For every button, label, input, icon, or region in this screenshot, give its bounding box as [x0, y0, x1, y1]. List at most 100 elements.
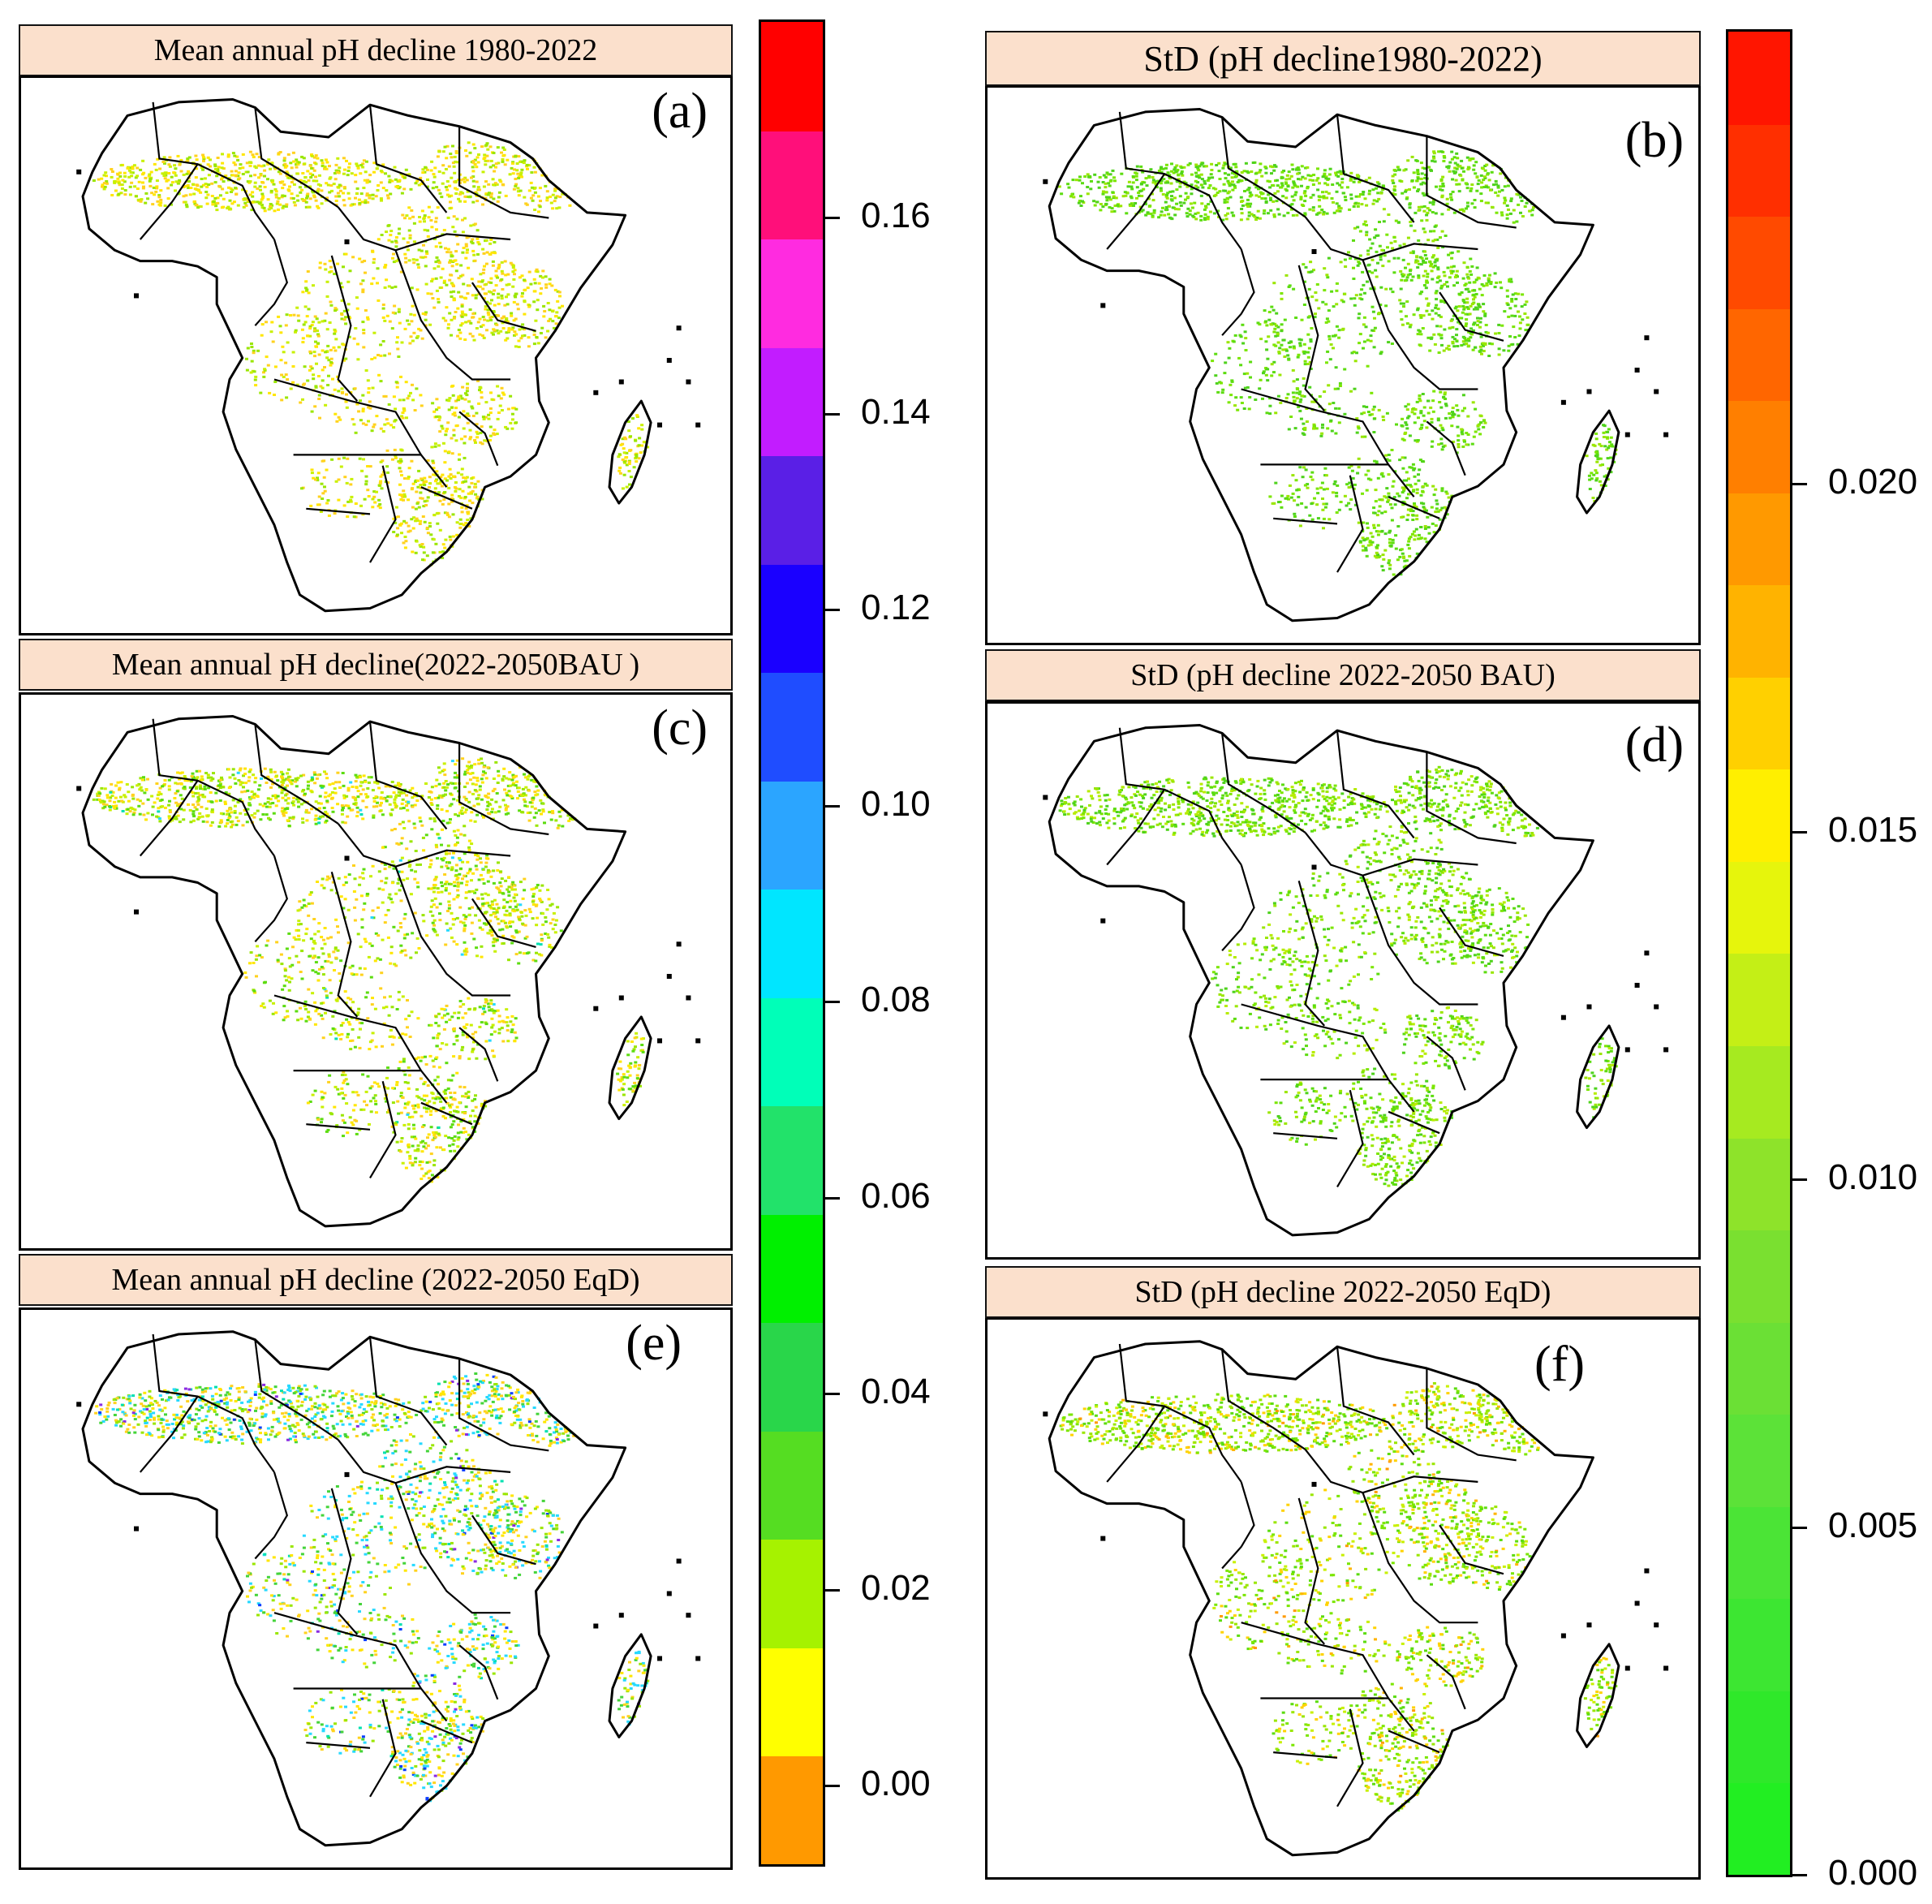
country-border	[273, 1612, 422, 1690]
island-marker	[1043, 795, 1048, 800]
colorbar-std-pH-decline	[1726, 29, 1792, 1877]
colorbar-segment	[1728, 492, 1790, 586]
island-marker	[618, 379, 624, 385]
colorbar-tick	[1792, 830, 1807, 834]
island-outline	[1576, 409, 1620, 515]
country-border	[306, 1742, 371, 1749]
colorbar-segment	[761, 672, 823, 782]
colorbar-segment	[1728, 676, 1790, 770]
country-border	[1260, 1079, 1415, 1113]
island-marker	[1311, 249, 1317, 254]
colorbar-tick-label: 0.12	[861, 588, 931, 628]
island-marker	[666, 358, 672, 363]
country-border	[254, 107, 339, 209]
country-border	[1118, 1343, 1242, 1483]
panel-title-f: StD (pH decline 2022-2050 EqD)	[985, 1266, 1701, 1318]
island-outline	[608, 1015, 652, 1121]
island-marker	[1654, 1622, 1659, 1628]
country-border	[1106, 173, 1166, 250]
country-border	[330, 255, 359, 402]
island-marker	[76, 169, 82, 174]
country-border	[1106, 789, 1166, 866]
country-border	[458, 1359, 549, 1452]
colorbar-tick-label: 0.02	[861, 1567, 931, 1608]
colorbar-segment	[1728, 1230, 1790, 1323]
island-marker	[1560, 1633, 1566, 1639]
island-marker	[1586, 1004, 1592, 1010]
country-border	[394, 249, 511, 381]
panel-label-d: (d)	[1624, 717, 1684, 773]
country-border	[337, 206, 511, 252]
colorbar-tick-label: 0.005	[1828, 1505, 1918, 1545]
panel-title-d: StD (pH decline 2022-2050 BAU)	[985, 649, 1701, 701]
colorbar-segment	[761, 780, 823, 890]
country-border	[369, 1081, 397, 1178]
country-border	[458, 1027, 499, 1082]
island-marker	[686, 995, 691, 1001]
colorbar-tick-label: 0.16	[861, 196, 931, 236]
colorbar-tick-label: 0.020	[1828, 462, 1918, 502]
colorbar-tick-label: 0.04	[861, 1372, 931, 1412]
colorbar-segment	[1728, 400, 1790, 493]
country-border	[1336, 1090, 1364, 1187]
colorbar-segment	[1728, 308, 1790, 402]
colorbar-tick	[1792, 1526, 1807, 1529]
country-border	[1439, 907, 1504, 957]
colorbar-tick	[825, 217, 840, 220]
island-marker	[593, 390, 599, 395]
island-outline	[1576, 1024, 1620, 1130]
country-border	[1388, 1110, 1440, 1135]
island-marker	[344, 1471, 350, 1477]
colorbar-segment	[761, 1539, 823, 1648]
country-border	[1388, 496, 1440, 519]
country-border	[420, 486, 473, 510]
colorbar-tick-label: 0.000	[1828, 1853, 1918, 1893]
colorbar-tick	[825, 1785, 840, 1788]
country-border	[1221, 1349, 1306, 1450]
value-pixels	[92, 757, 645, 1183]
country-border	[306, 507, 371, 515]
colorbar-tick-label: 0.015	[1828, 809, 1918, 850]
island-marker	[1644, 335, 1650, 341]
island-marker	[676, 325, 682, 331]
country-border	[1118, 111, 1242, 250]
colorbar-segment	[761, 1755, 823, 1864]
colorbar-tick	[1792, 1178, 1807, 1182]
island-marker	[1311, 1481, 1317, 1487]
country-border	[254, 855, 288, 943]
panel-title-a: Mean annual pH decline 1980-2022	[19, 24, 733, 76]
colorbar-segment	[761, 22, 823, 131]
colorbar-segment	[761, 1647, 823, 1757]
panel-c: (c)	[19, 692, 733, 1251]
country-border	[1304, 832, 1478, 877]
colorbar-segment	[761, 1213, 823, 1324]
island-marker	[1634, 1600, 1640, 1606]
country-border	[293, 1070, 448, 1104]
value-pixels	[92, 141, 650, 566]
country-border	[293, 454, 448, 488]
panel-title-e: Mean annual pH decline (2022-2050 EqD)	[19, 1254, 733, 1306]
island-marker	[676, 941, 682, 947]
island-marker	[657, 422, 662, 428]
island-marker	[1043, 1411, 1048, 1417]
colorbar-segment	[1728, 769, 1790, 862]
country-border	[254, 1339, 339, 1441]
continent-outline	[81, 98, 627, 613]
country-border	[1221, 864, 1255, 952]
island-marker	[76, 1402, 82, 1407]
country-border	[1273, 1132, 1338, 1139]
country-border	[394, 866, 511, 997]
island-marker	[1586, 389, 1592, 394]
country-border	[1221, 1481, 1255, 1570]
island-marker	[76, 786, 82, 791]
island-marker	[1100, 1536, 1106, 1541]
island-marker	[1100, 918, 1106, 924]
island-marker	[1663, 1665, 1669, 1671]
colorbar-tick-label: 0.08	[861, 980, 931, 1020]
country-border	[337, 823, 511, 868]
colorbar-tick-label: 0.10	[861, 783, 931, 824]
country-border	[1297, 881, 1326, 1027]
africa-map	[76, 715, 701, 1228]
island-marker	[686, 379, 691, 385]
country-border	[293, 1687, 448, 1722]
